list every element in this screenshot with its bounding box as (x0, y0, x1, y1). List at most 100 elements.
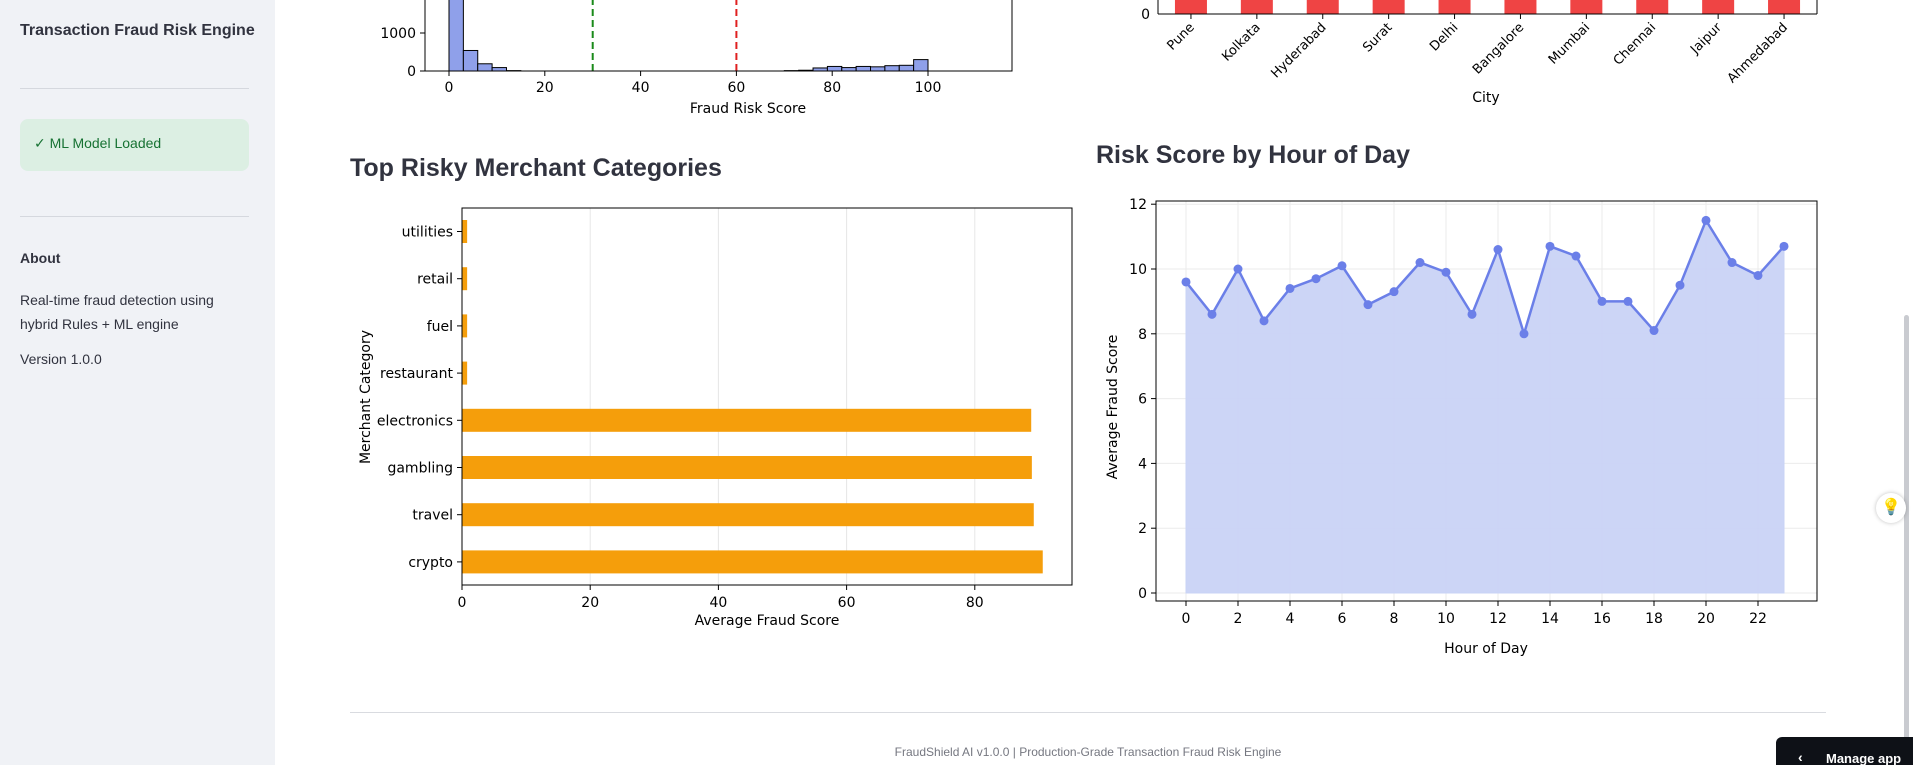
hour-data-point (1494, 245, 1503, 254)
merchant-category-label: electronics (377, 413, 453, 429)
city-xlabel: City (1472, 90, 1499, 106)
hour-xtick: 14 (1541, 611, 1559, 627)
hour-xtick: 0 (1182, 611, 1191, 627)
hour-data-point (1572, 252, 1581, 261)
hour-data-point (1702, 216, 1711, 225)
merchant-xlabel: Average Fraud Score (695, 613, 840, 629)
histogram-bar (827, 66, 841, 71)
histogram-xtick: 80 (823, 80, 841, 96)
city-label: Ahmedabad (1725, 20, 1791, 86)
histogram-bar (856, 66, 870, 71)
hour-area-fill (1186, 220, 1784, 593)
merchant-xtick: 40 (709, 595, 727, 611)
hour-data-point (1416, 258, 1425, 267)
hour-data-point (1598, 297, 1607, 306)
histogram-ytick: 1000 (380, 26, 416, 42)
histogram-xtick: 20 (536, 80, 554, 96)
city-label: Surat (1360, 20, 1395, 55)
model-status-badge: ✓ ML Model Loaded (20, 119, 249, 171)
hour-data-point (1182, 277, 1191, 286)
footer-divider (350, 712, 1826, 713)
hour-xtick: 2 (1234, 611, 1243, 627)
hour-ytick: 2 (1138, 521, 1147, 537)
merchant-bar (462, 503, 1034, 526)
histogram-bar (885, 66, 899, 71)
hour-xtick: 6 (1338, 611, 1347, 627)
merchant-bar (462, 267, 467, 290)
histogram-xtick: 0 (445, 80, 454, 96)
city-bar (1636, 0, 1668, 14)
hour-ytick: 10 (1129, 262, 1147, 278)
hour-xtick: 4 (1286, 611, 1295, 627)
histogram-ytick: 0 (407, 64, 416, 80)
histogram-bar (899, 65, 913, 71)
page-scrollbar[interactable] (1904, 315, 1909, 745)
hour-data-point (1754, 271, 1763, 280)
hour-data-point (1546, 242, 1555, 251)
manage-app-button[interactable]: ‹ Manage app (1776, 737, 1913, 765)
histogram-bar (842, 68, 856, 71)
chevron-left-icon: ‹ (1798, 749, 1803, 765)
merchant-bar (462, 362, 467, 385)
merchant-bar (462, 456, 1032, 479)
city-bar (1768, 0, 1800, 14)
hour-xlabel: Hour of Day (1444, 641, 1528, 657)
merchant-chart-heading: Top Risky Merchant Categories (350, 154, 722, 183)
histogram-xtick: 60 (727, 80, 745, 96)
merchant-xtick: 0 (458, 595, 467, 611)
city-bar (1439, 0, 1471, 14)
histogram-xlabel: Fraud Risk Score (690, 101, 806, 117)
city-label: Kolkata (1219, 20, 1263, 64)
city-bar (1504, 0, 1536, 14)
hour-data-point (1234, 265, 1243, 274)
hour-xtick: 18 (1645, 611, 1663, 627)
histogram-bar (449, 0, 463, 71)
histogram-xtick: 100 (915, 80, 942, 96)
hour-ylabel: Average Fraud Score (1105, 335, 1121, 480)
about-heading: About (20, 250, 60, 266)
hour-data-point (1624, 297, 1633, 306)
about-text: Real-time fraud detection using hybrid R… (20, 288, 250, 336)
merchant-category-label: retail (417, 272, 453, 288)
lightbulb-icon[interactable]: 💡 (1876, 493, 1906, 523)
merchant-category-label: utilities (402, 225, 453, 241)
city-label: Hyderabad (1268, 20, 1329, 81)
hour-xtick: 16 (1593, 611, 1611, 627)
merchant-xtick: 60 (838, 595, 856, 611)
hour-data-point (1390, 287, 1399, 296)
city-ytick: 0 (1141, 7, 1150, 23)
risk-score-histogram: 0 20 40 60 80 100 0 1000 Fraud Risk Score (340, 0, 1080, 125)
hour-data-point (1780, 242, 1789, 251)
hour-xtick: 8 (1390, 611, 1399, 627)
merchant-category-label: crypto (408, 555, 453, 571)
hour-ytick: 0 (1138, 586, 1147, 602)
hour-ytick: 8 (1138, 327, 1147, 343)
hour-data-point (1650, 326, 1659, 335)
sidebar-divider (20, 88, 249, 89)
hour-chart-heading: Risk Score by Hour of Day (1096, 141, 1410, 170)
hour-data-point (1676, 281, 1685, 290)
city-label: Chennai (1611, 20, 1659, 68)
merchant-chart-frame (462, 208, 1072, 585)
sidebar-title: Transaction Fraud Risk Engine (20, 22, 255, 40)
city-label: Jaipur (1687, 20, 1725, 58)
city-label: Pune (1164, 20, 1197, 53)
hour-xtick: 12 (1489, 611, 1507, 627)
merchant-category-label: gambling (387, 461, 453, 477)
hour-ytick: 4 (1138, 456, 1147, 472)
merchant-bar (462, 409, 1031, 432)
hour-data-point (1312, 274, 1321, 283)
merchant-category-label: travel (412, 508, 453, 524)
hour-data-point (1338, 261, 1347, 270)
hour-ytick: 12 (1129, 197, 1147, 213)
city-label: Mumbai (1546, 20, 1593, 67)
footer-text: FraudShield AI v1.0.0 | Production-Grade… (350, 745, 1826, 759)
merchant-xtick: 20 (581, 595, 599, 611)
merchant-bar (462, 314, 467, 337)
histogram-bar (871, 67, 885, 71)
histogram-xtick: 40 (632, 80, 650, 96)
city-bar (1702, 0, 1734, 14)
